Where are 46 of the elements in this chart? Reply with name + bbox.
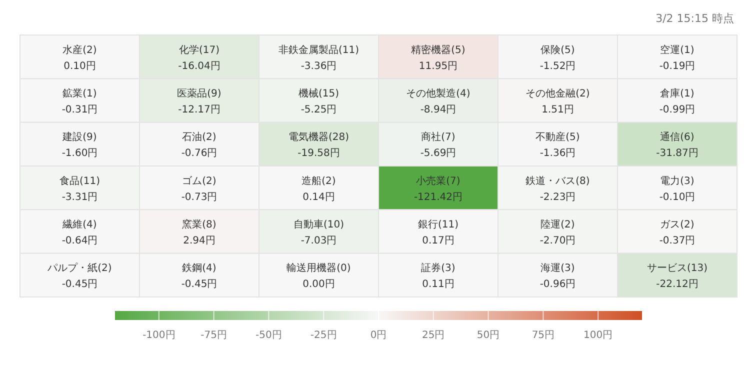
data-label: 電力(3) -0.10円	[659, 174, 696, 203]
color-bar-label: -75円	[200, 330, 227, 341]
data-label: パルプ・紙(2) -0.45円	[46, 262, 112, 290]
data-label: 精密機器(5) 11.95円	[411, 44, 466, 72]
data-label: サービス(13) -22.12円	[646, 263, 708, 290]
data-label: 商社(7) -5.69円	[420, 131, 456, 160]
color-bar-label: 75円	[532, 330, 555, 341]
data-label: 輸送用機器(0) 0.00円	[286, 262, 351, 290]
data-label: 小売業(7) -121.42円	[414, 174, 463, 203]
data-label: 食品(11) -3.31円	[59, 174, 100, 203]
data-label: 銀行(11) 0.17円	[418, 220, 459, 246]
data-label: 窯業(8) 2.94円	[182, 218, 216, 246]
data-label: 自動車(10) -7.03円	[293, 218, 344, 246]
data-label: その他金融(2) 1.51円	[526, 88, 590, 116]
color-bar-label: -50円	[256, 330, 282, 341]
data-label: 鉱業(1) -0.31円	[62, 88, 98, 116]
data-label: 建設(9) -1.60円	[62, 131, 98, 160]
data-label: 空運(1) -0.19円	[659, 44, 696, 72]
data-label: 繊維(4) -0.64円	[62, 218, 98, 246]
color-bar-label: 25円	[422, 330, 445, 341]
data-label: ゴム(2) -0.73円	[181, 174, 218, 203]
text: 3/2 15:15 時点	[656, 12, 734, 25]
data-label: その他製造(4) -8.94円	[406, 88, 470, 116]
data-label: 鉄鋼(4) -0.45円	[181, 262, 218, 290]
data-label: ガス(2) -0.37円	[659, 220, 696, 246]
data-label: 造船(2) 0.14円	[302, 174, 336, 203]
data-label: 倉庫(1) -0.99円	[659, 88, 696, 116]
data-label: 機械(15) -5.25円	[298, 88, 340, 116]
data-label: 通信(6) -31.87円	[656, 131, 698, 160]
data-label: 陸運(2) -2.70円	[540, 218, 576, 246]
data-label: 医薬品(9) -12.17円	[177, 88, 222, 116]
color-bar-label: 100円	[584, 330, 613, 341]
data-label: 非鉄金属製品(11) -3.36円	[278, 44, 360, 72]
color-bar-label: -25円	[310, 330, 337, 341]
color-bar-label: -100円	[142, 330, 176, 341]
data-label: 電気機器(28) -19.58円	[288, 131, 350, 160]
data-label: 鉄道・バス(8) -2.23円	[526, 174, 590, 203]
data-label: 海運(3) -0.96円	[540, 262, 576, 290]
data-label: 保険(5) -1.52円	[540, 44, 576, 72]
data-label: 水産(2) 0.10円	[62, 44, 97, 72]
color-bar-label: 50円	[476, 330, 500, 341]
data-label: 石油(2) -0.76円	[181, 131, 218, 160]
color-bar-label: 0円	[370, 330, 387, 341]
data-label: 不動産(5) -1.36円	[536, 131, 580, 160]
data-label: 化学(17) -16.04円	[178, 44, 220, 72]
data-label: 証券(3) 0.11円	[421, 262, 456, 290]
